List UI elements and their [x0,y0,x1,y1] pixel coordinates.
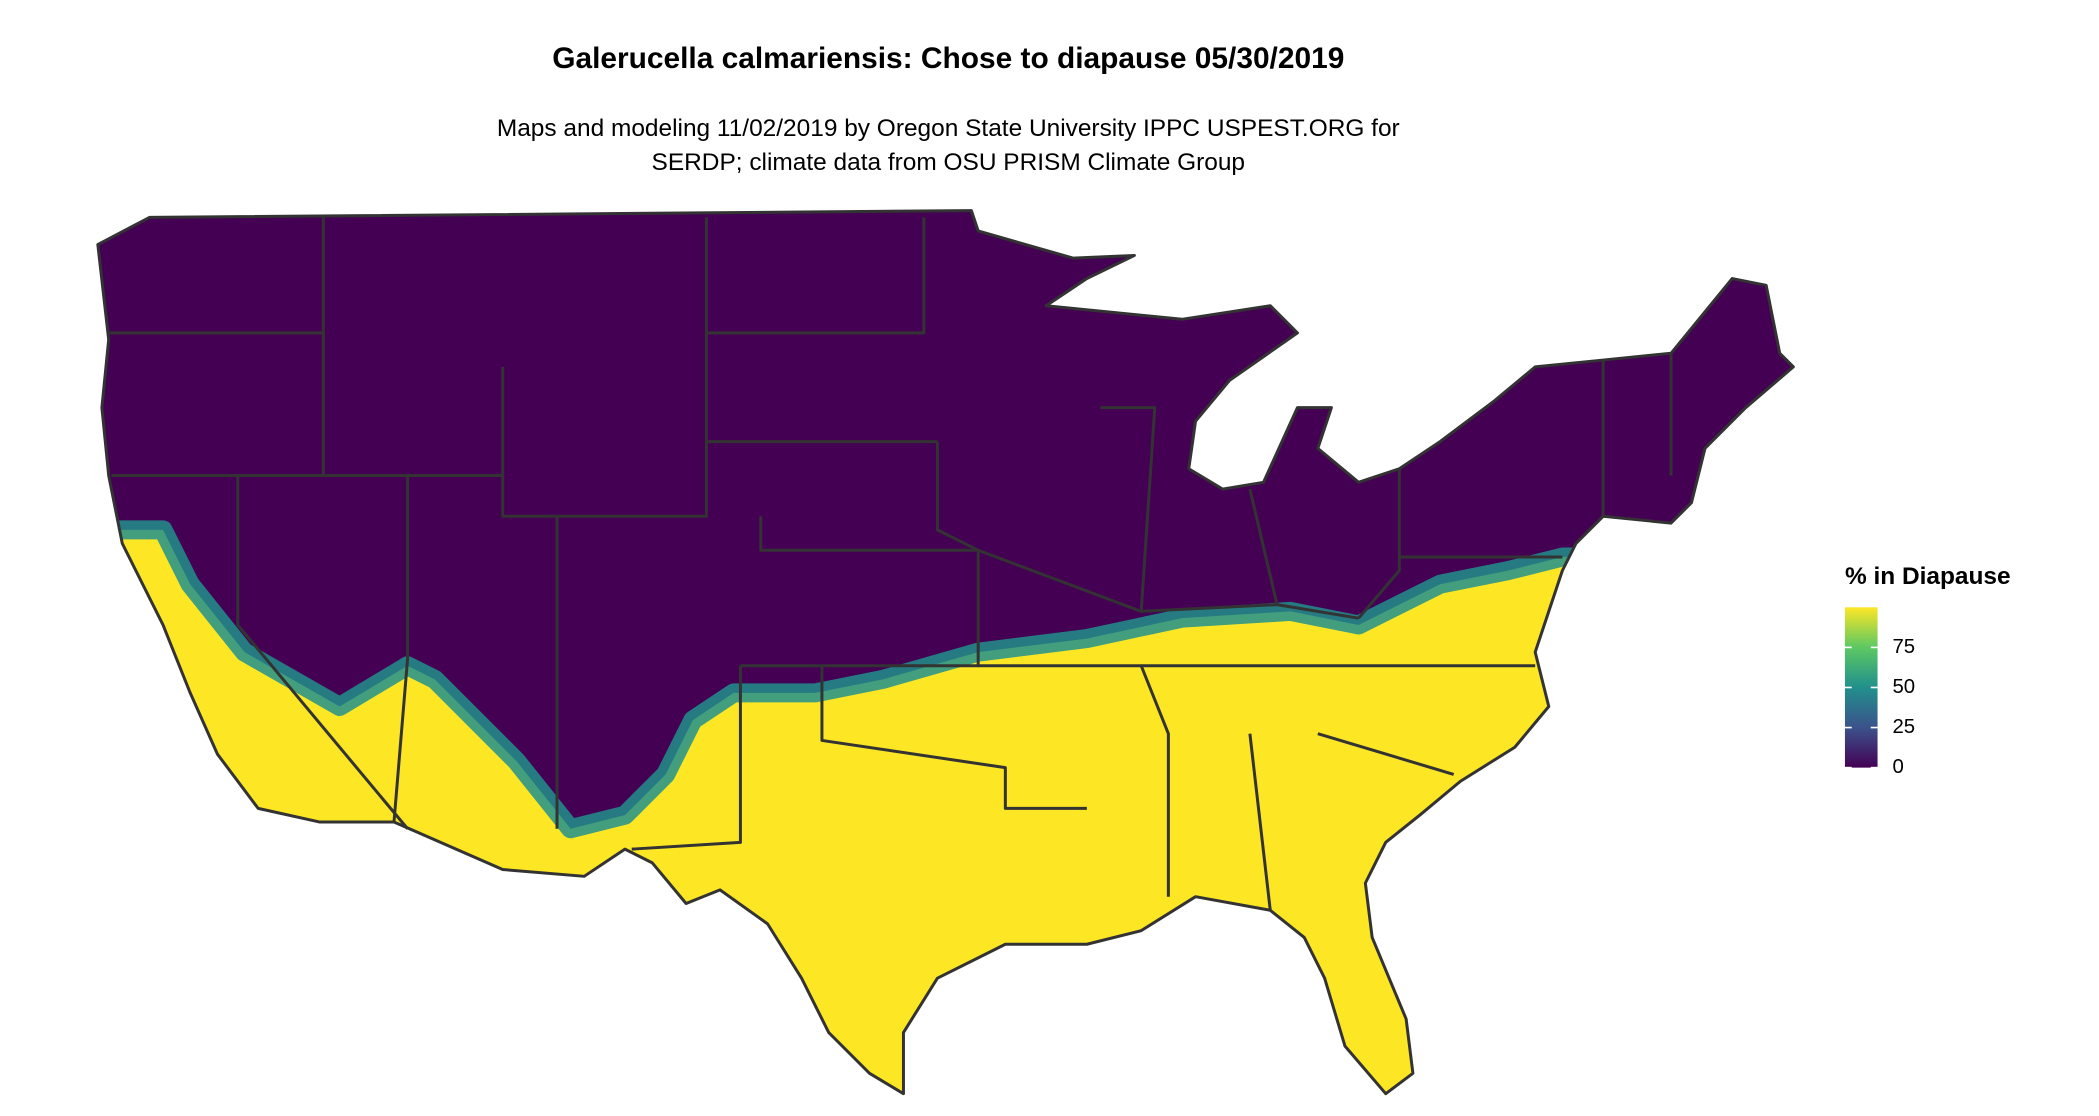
colorbar-tick-label: 75 [1892,636,1915,658]
colorbar-tick-label: 50 [1892,676,1915,698]
colorbar-tick-label: 25 [1892,716,1915,738]
chart-title: Galerucella calmariensis: Chose to diapa… [552,42,1344,75]
map [96,209,1795,1096]
state-borders [108,217,1673,911]
legend: % in Diapause 0 25 50 75 [1844,563,2011,778]
chart-subtitle: SERDP; climate data from OSU PRISM Clima… [652,149,1245,176]
chart-subtitle: Maps and modeling 11/02/2019 by Oregon S… [497,115,1400,142]
colorbar-tick-label: 0 [1892,756,1903,778]
legend-title: % in Diapause [1845,563,2011,590]
